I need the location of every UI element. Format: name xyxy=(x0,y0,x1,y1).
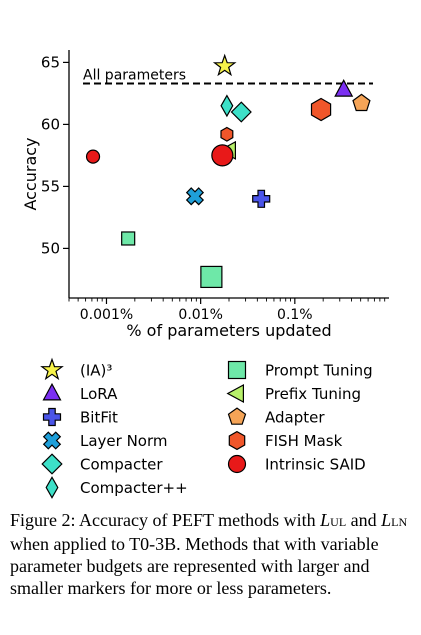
legend-adapter-label: Adapter xyxy=(265,409,325,427)
legend-ia-marker xyxy=(40,357,64,381)
all-parameters-label: All parameters xyxy=(83,67,186,83)
fish-mask-point xyxy=(220,126,234,142)
accuracy-scatter-chart: 50 55 60 65 0.001% 0.01% 0.1%% of parameters u… xyxy=(21,50,389,499)
prompt-tuning-point xyxy=(200,265,223,289)
fish-mask-point xyxy=(310,97,332,122)
compacter-point xyxy=(230,101,252,123)
caption-sub-ul: UL xyxy=(330,515,347,529)
caption-and: and xyxy=(346,510,382,530)
y-tick-label: 65 xyxy=(41,53,60,71)
legend-intrinsic-said-label: Intrinsic SAID xyxy=(265,456,366,474)
layer-norm-point xyxy=(185,187,205,206)
legend-ia-label: (IA)³ xyxy=(80,362,112,380)
legend-compacter-marker xyxy=(45,476,59,499)
y-axis-label: Accuracy xyxy=(21,137,40,210)
ia-point xyxy=(212,53,237,77)
compacter-point xyxy=(220,94,234,118)
legend-lora-marker xyxy=(42,382,62,401)
legend-fish-mask-label: FISH Mask xyxy=(265,432,343,450)
legend-layer-norm-label: Layer Norm xyxy=(80,432,168,450)
legend-intrinsic-said-marker xyxy=(227,454,247,474)
legend-bitfit-marker xyxy=(42,407,62,427)
x-tick-label: 0.01% xyxy=(178,307,222,323)
x-tick-label: 0.1% xyxy=(277,307,313,323)
y-tick-label: 60 xyxy=(41,115,60,133)
y-tick-label: 50 xyxy=(41,239,60,257)
legend-compacter-label: Compacter++ xyxy=(80,479,188,497)
legend-compacter-label: Compacter xyxy=(80,456,163,474)
caption-sub-ln: LN xyxy=(391,515,408,529)
caption-lead: Figure 2: Accuracy of PEFT methods with xyxy=(10,510,321,530)
caption-tail: when applied to T0-3B. Methods that with… xyxy=(10,534,379,598)
intrinsic-said-point xyxy=(211,144,234,167)
legend-prompt-tuning-marker xyxy=(227,360,247,380)
legend-prefix-tuning-marker xyxy=(226,383,244,404)
lora-point xyxy=(334,79,354,97)
bitfit-point xyxy=(252,189,271,208)
y-tick-label: 55 xyxy=(41,177,60,195)
x-tick-label: 0.001% xyxy=(80,307,133,323)
legend-fish-mask-marker xyxy=(228,430,246,451)
legend-bitfit-label: BitFit xyxy=(80,409,118,427)
legend-prefix-tuning-label: Prefix Tuning xyxy=(265,385,361,403)
legend-prompt-tuning-label: Prompt Tuning xyxy=(265,362,373,380)
x-axis-label: % of parameters updated xyxy=(126,321,331,340)
legend-layer-norm-marker xyxy=(42,431,62,450)
legend-lora-label: LoRA xyxy=(80,385,118,403)
adapter-point xyxy=(352,93,371,112)
figure-caption: Figure 2: Accuracy of PEFT methods with … xyxy=(10,509,414,599)
prompt-tuning-point xyxy=(121,231,136,246)
caption-l-ln: L xyxy=(381,510,392,530)
legend-compacter-marker xyxy=(41,453,63,475)
legend-adapter-marker xyxy=(227,407,247,425)
caption-l-ul: L xyxy=(320,510,331,530)
intrinsic-said-point xyxy=(85,149,101,164)
